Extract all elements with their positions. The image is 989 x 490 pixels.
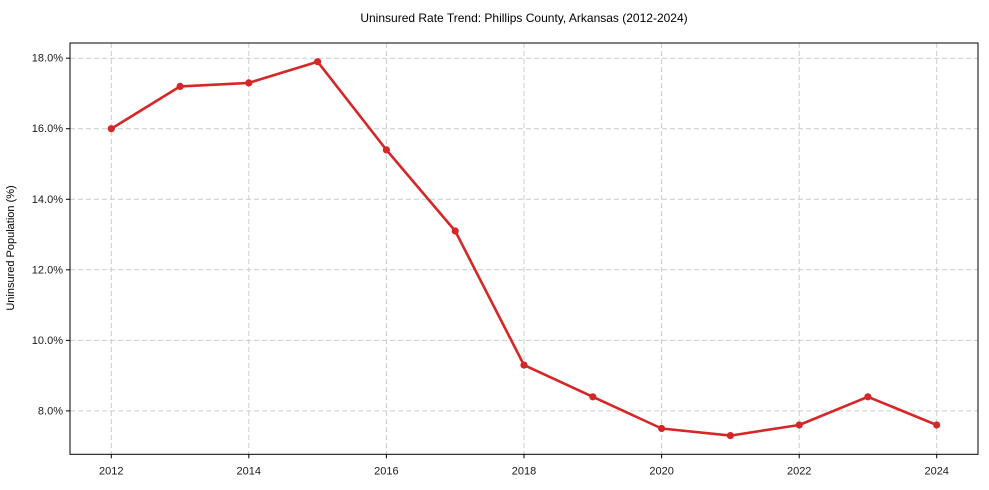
y-tick-label: 10.0%: [32, 335, 63, 347]
x-tick-label: 2012: [99, 465, 123, 477]
x-tick-label: 2014: [237, 465, 261, 477]
data-point-2017: [451, 227, 459, 235]
y-tick-label: 14.0%: [32, 194, 63, 206]
data-point-2018: [520, 361, 528, 369]
y-tick-label: 16.0%: [32, 123, 63, 135]
y-axis-label: Uninsured Population (%): [5, 185, 17, 310]
data-point-2012: [107, 125, 115, 133]
data-point-2013: [176, 82, 184, 90]
y-tick-label: 8.0%: [38, 405, 63, 417]
x-tick-label: 2020: [649, 465, 673, 477]
data-point-2014: [245, 79, 253, 87]
data-point-2023: [864, 393, 872, 401]
x-tick-label: 2024: [924, 465, 948, 477]
x-tick-label: 2018: [512, 465, 536, 477]
data-point-2016: [382, 146, 390, 154]
grid-layer: [70, 43, 978, 455]
data-point-2020: [658, 424, 666, 433]
y-tick-label: 18.0%: [32, 53, 63, 65]
series-layer: [107, 58, 941, 440]
plot-border: [69, 42, 979, 455]
x-tick-label: 2016: [374, 465, 398, 477]
axis-layer: 8.0% 10.0% 12.0% 14.0% 16.0% 18.0% 2012 2014 201…: [32, 42, 979, 477]
data-point-2015: [314, 58, 322, 66]
data-point-2021: [726, 432, 735, 440]
data-point-2022: [795, 421, 803, 429]
x-tick-label: 2022: [787, 465, 811, 477]
y-tick-label: 12.0%: [32, 264, 63, 276]
chart-title: Uninsured Rate Trend: Phillips County, A…: [360, 11, 687, 25]
data-point-2019: [589, 393, 597, 401]
data-point-2024: [933, 421, 941, 429]
